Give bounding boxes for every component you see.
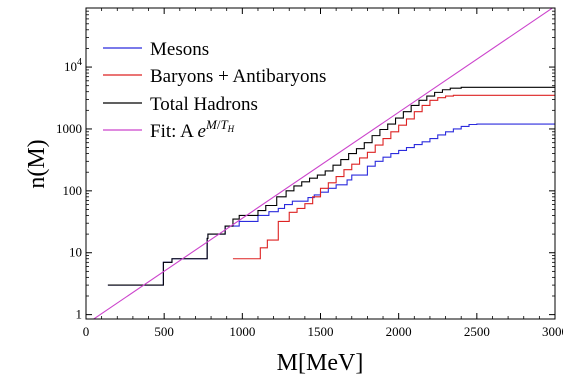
series-baryons	[232, 94, 555, 260]
tick-layer: 0 500 1000 1500 2000 2500 3000 1 10 100 1000 104	[56, 7, 563, 339]
legend: Mesons Baryons + Antibaryons Total Hadro…	[103, 39, 326, 142]
series-mesons	[107, 123, 555, 286]
y-tick-label: 100	[63, 183, 83, 198]
x-tick-label: 500	[154, 324, 174, 339]
legend-label-baryons: Baryons + Antibaryons	[150, 66, 326, 87]
x-tick-label: 3000	[542, 324, 563, 339]
series-layer	[92, 8, 555, 319]
series-fit	[92, 8, 554, 319]
x-tick-label: 1500	[308, 324, 334, 339]
legend-label-total-hadrons: Total Hadrons	[150, 94, 258, 115]
y-axis-label: n(M)	[24, 139, 50, 188]
x-axis-label: M[MeV]	[277, 350, 364, 376]
series-total-hadrons	[107, 86, 555, 286]
y-tick-label: 1000	[56, 121, 82, 136]
y-tick-label: 104	[64, 57, 82, 74]
legend-label-mesons: Mesons	[150, 39, 209, 60]
y-tick-label: 1	[76, 307, 83, 322]
y-tick-label: 10	[69, 245, 82, 260]
x-tick-label: 2000	[386, 324, 412, 339]
x-tick-label: 0	[83, 324, 90, 339]
plot-frame	[85, 7, 556, 320]
legend-label-fit: Fit: A eM/TH	[150, 117, 235, 142]
x-tick-label: 1000	[229, 324, 255, 339]
x-tick-label: 2500	[464, 324, 490, 339]
